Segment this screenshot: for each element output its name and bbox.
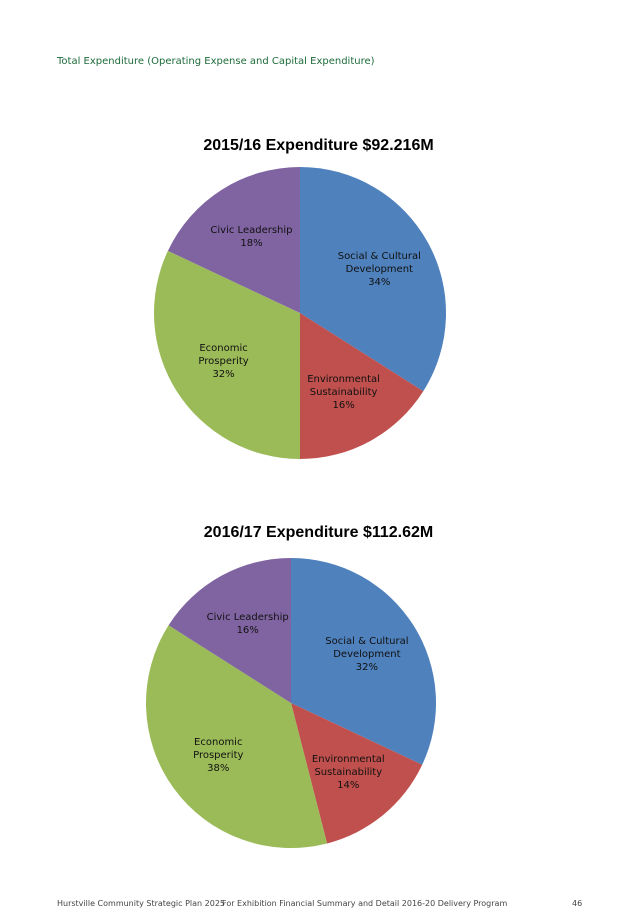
chart-title: 2016/17 Expenditure $112.62M bbox=[203, 524, 434, 541]
category-label: Environmental Sustainability bbox=[307, 373, 380, 398]
slice-label: Civic Leadership 16% bbox=[202, 611, 294, 637]
pie-slice bbox=[300, 167, 446, 392]
pie-slice bbox=[153, 250, 300, 459]
footer-middle: For Exhibition Financial Summary and Det… bbox=[222, 899, 508, 908]
pie-slice bbox=[167, 167, 300, 313]
pie-slice bbox=[291, 558, 436, 765]
value-label: 14% bbox=[337, 779, 360, 791]
value-label: 16% bbox=[332, 399, 355, 411]
slice-label: Civic Leadership 18% bbox=[205, 224, 297, 250]
chart-title: 2015/16 Expenditure $92.216M bbox=[203, 137, 434, 154]
value-label: 38% bbox=[207, 763, 230, 775]
page-number: 46 bbox=[572, 899, 583, 908]
value-label: 18% bbox=[240, 237, 263, 249]
pie-slice bbox=[291, 703, 423, 844]
slice-label: Environmental Sustainability 14% bbox=[302, 753, 394, 792]
slice-label: Social & Cultural Development 34% bbox=[333, 250, 425, 289]
pie-slice bbox=[145, 625, 328, 848]
category-label: Environmental Sustainability bbox=[311, 753, 385, 778]
category-label: Economic Prosperity bbox=[193, 737, 244, 762]
value-label: 32% bbox=[212, 369, 235, 380]
heading: Total Expenditure (Operating Expense and… bbox=[57, 56, 375, 67]
category-label: Civic Leadership bbox=[206, 612, 289, 624]
category-label: Civic Leadership bbox=[210, 224, 293, 236]
slice-label: Social & Cultural Development 32% bbox=[321, 635, 413, 674]
category-label: Economic Prosperity bbox=[198, 343, 249, 367]
category-label: Social & Cultural Development bbox=[337, 250, 421, 275]
footer-left: Hurstville Community Strategic Plan 2025 bbox=[57, 899, 226, 908]
slice-label: Economic Prosperity 38% bbox=[172, 736, 264, 775]
slice-label: Economic Prosperity 32% bbox=[178, 342, 270, 381]
slice-label: Environmental Sustainability 16% bbox=[298, 373, 390, 412]
value-label: 32% bbox=[355, 662, 378, 674]
pie-slice bbox=[168, 558, 291, 703]
pie-slice bbox=[300, 313, 424, 459]
category-label: Social & Cultural Development bbox=[325, 636, 409, 661]
value-label: 16% bbox=[236, 625, 259, 637]
value-label: 34% bbox=[368, 276, 391, 288]
